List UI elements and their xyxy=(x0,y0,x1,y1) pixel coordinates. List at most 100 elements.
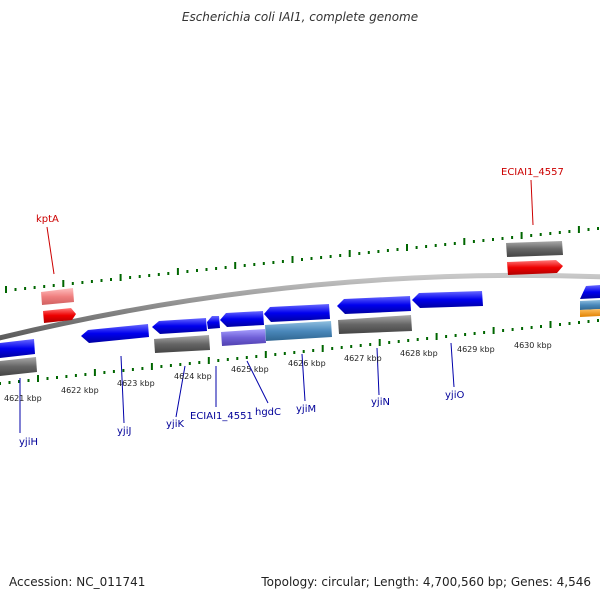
cds-ECIAI1_4551-arrow[interactable] xyxy=(220,311,264,327)
ruler-minor-tick xyxy=(148,274,151,277)
reverse-features xyxy=(0,291,483,376)
ruler-minor-tick xyxy=(84,373,87,376)
ruler-minor-tick xyxy=(188,362,191,365)
gene-ECIAI1_4557-box[interactable] xyxy=(506,241,563,257)
tick-label: 4627 kbp xyxy=(344,354,382,363)
ruler-minor-tick xyxy=(597,227,599,230)
ruler-minor-tick xyxy=(157,273,160,276)
gene-label-kptA[interactable]: kptA xyxy=(36,214,59,225)
gene-label-hgdC[interactable]: hgdC xyxy=(255,407,281,418)
ruler-minor-tick xyxy=(217,359,220,362)
ruler-minor-tick xyxy=(224,266,227,269)
gene-hgdC-box[interactable] xyxy=(265,321,332,341)
ruler-minor-tick xyxy=(464,333,467,336)
ruler-major-tick xyxy=(291,256,294,263)
ruler-minor-tick xyxy=(331,347,334,350)
ruler-minor-tick xyxy=(312,349,315,352)
ruler-minor-tick xyxy=(27,379,30,382)
ruler-minor-tick xyxy=(358,252,361,255)
ruler-minor-tick xyxy=(377,250,380,253)
ruler-minor-tick xyxy=(56,376,58,379)
ruler-minor-tick xyxy=(454,334,457,337)
gene-yjiH-box[interactable] xyxy=(0,357,37,376)
ruler-minor-tick xyxy=(18,380,20,383)
gene-yjiK-box[interactable] xyxy=(154,335,210,353)
ruler-minor-tick xyxy=(43,285,46,288)
ruler-major-tick xyxy=(62,280,65,287)
gene-label-ECIAI1_4557[interactable]: ECIAI1_4557 xyxy=(501,167,564,178)
cds-yjiO-arrow[interactable] xyxy=(412,291,483,308)
ruler-minor-tick xyxy=(100,279,103,282)
gene-label-ECIAI1_4551[interactable]: ECIAI1_4551 xyxy=(190,411,253,422)
gene-label-yjiH[interactable]: yjiH xyxy=(19,437,38,448)
gene-ECIAI1_4551-box[interactable] xyxy=(221,329,266,346)
ruler-minor-tick xyxy=(198,361,201,364)
tick-label: 4626 kbp xyxy=(288,359,326,368)
ruler-minor-tick xyxy=(540,325,542,328)
cds-yjiK-arrow[interactable] xyxy=(152,318,207,334)
ruler-minor-tick xyxy=(587,228,590,231)
cds-yjiN-arrow[interactable] xyxy=(337,296,411,314)
ruler-minor-tick xyxy=(568,230,571,233)
ruler-minor-tick xyxy=(169,364,172,367)
tick-label: 4629 kbp xyxy=(457,345,495,354)
ruler-minor-tick xyxy=(90,280,93,283)
ruler-minor-tick xyxy=(350,345,353,348)
gene-label-yjiN[interactable]: yjiN xyxy=(371,397,390,408)
cds-hgdC-arrow[interactable] xyxy=(264,304,330,322)
ruler-minor-tick xyxy=(425,245,428,248)
cds-yjiH-arrow[interactable] xyxy=(0,339,35,358)
ruler-major-tick xyxy=(5,286,7,293)
ruler-minor-tick xyxy=(186,270,189,273)
gene-label-yjiK[interactable]: yjiK xyxy=(166,419,184,430)
ruler-minor-tick xyxy=(339,254,342,257)
cds-kptA-arrow[interactable] xyxy=(43,308,76,323)
ruler-minor-tick xyxy=(274,353,277,356)
ruler-major-tick xyxy=(406,244,408,251)
ruler-major-tick xyxy=(37,375,39,382)
ruler-minor-tick xyxy=(359,344,362,347)
gene-yjiN-box[interactable] xyxy=(338,315,412,334)
ruler-minor-tick xyxy=(369,343,372,346)
ruler-minor-tick xyxy=(65,375,68,378)
gene-label-yjiJ[interactable]: yjiJ xyxy=(117,426,131,437)
ruler-minor-tick xyxy=(568,322,571,325)
cds-right-partial-arrow[interactable] xyxy=(580,285,600,299)
cds-ECIAI1_4557-arrow[interactable] xyxy=(507,260,563,275)
ruler-minor-tick xyxy=(255,355,258,358)
ruler-minor-tick xyxy=(444,243,447,246)
cds-yjiJ-arrow[interactable] xyxy=(81,324,149,343)
ruler-minor-tick xyxy=(329,255,332,258)
ruler-minor-tick xyxy=(558,231,561,234)
ruler-major-tick xyxy=(119,274,122,281)
ruler-minor-tick xyxy=(253,263,256,266)
ruler-major-tick xyxy=(321,345,324,352)
forward-leader-lines xyxy=(46,179,534,275)
forward-ruler xyxy=(5,226,599,293)
ruler-minor-tick xyxy=(407,339,410,342)
ruler-minor-tick xyxy=(112,370,115,373)
ruler-minor-tick xyxy=(205,268,208,271)
tick-label: 4624 kbp xyxy=(174,372,212,381)
ruler-minor-tick xyxy=(559,323,561,326)
gene-label-yjiO[interactable]: yjiO xyxy=(445,390,464,401)
tick-label: 4628 kbp xyxy=(400,349,438,358)
gene-right-partial-box[interactable] xyxy=(580,300,600,310)
gene-label-yjiM[interactable]: yjiM xyxy=(296,404,316,415)
cds-small-arrow[interactable] xyxy=(207,316,220,329)
ruler-minor-tick xyxy=(386,249,389,252)
ruler-minor-tick xyxy=(530,326,533,329)
gene-kptA-box[interactable] xyxy=(41,288,74,305)
ruler-minor-tick xyxy=(483,331,486,334)
ruler-minor-tick xyxy=(8,381,11,384)
ruler-minor-tick xyxy=(453,242,456,245)
ruler-minor-tick xyxy=(320,256,323,259)
ruler-minor-tick xyxy=(138,275,141,278)
gene-right-orange[interactable] xyxy=(580,309,600,317)
ruler-minor-tick xyxy=(167,272,170,275)
ruler-minor-tick xyxy=(24,287,27,290)
reverse-ruler xyxy=(0,319,599,385)
ruler-minor-tick xyxy=(473,332,476,335)
ruler-minor-tick xyxy=(310,257,313,260)
ruler-major-tick xyxy=(378,339,381,346)
